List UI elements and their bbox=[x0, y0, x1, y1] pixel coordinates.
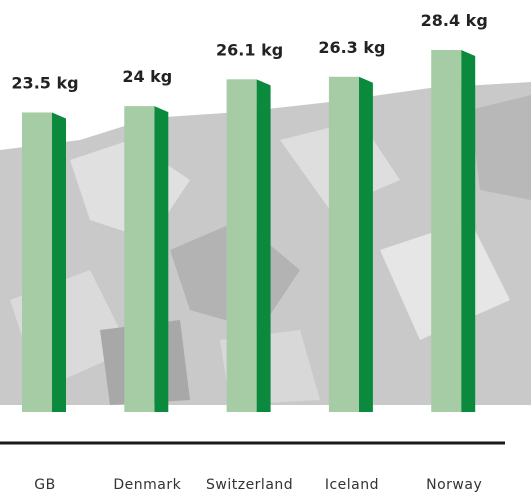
x-tick-label: GB bbox=[34, 477, 55, 493]
bar bbox=[124, 106, 154, 412]
bar bbox=[431, 50, 461, 412]
x-tick-label: Norway bbox=[426, 477, 482, 493]
bar-side bbox=[257, 79, 271, 412]
chart: 23.5 kg GB 24 kg Denmark 26.1 kg Switzerland 2… bbox=[0, 0, 531, 494]
bar bbox=[329, 77, 359, 412]
bar bbox=[22, 112, 52, 412]
x-tick-label: Iceland bbox=[325, 477, 379, 493]
bar-side bbox=[461, 50, 475, 412]
value-label: 24 kg bbox=[122, 67, 172, 86]
bar bbox=[227, 79, 257, 412]
value-label: 26.3 kg bbox=[318, 38, 385, 57]
value-label: 28.4 kg bbox=[421, 11, 488, 30]
x-tick-label: Switzerland bbox=[206, 477, 293, 493]
value-label: 23.5 kg bbox=[11, 73, 78, 92]
bar-side bbox=[359, 77, 373, 412]
x-tick-label: Denmark bbox=[113, 477, 181, 493]
value-label: 26.1 kg bbox=[216, 40, 283, 59]
bar-side bbox=[52, 112, 66, 412]
bar-side bbox=[154, 106, 168, 412]
